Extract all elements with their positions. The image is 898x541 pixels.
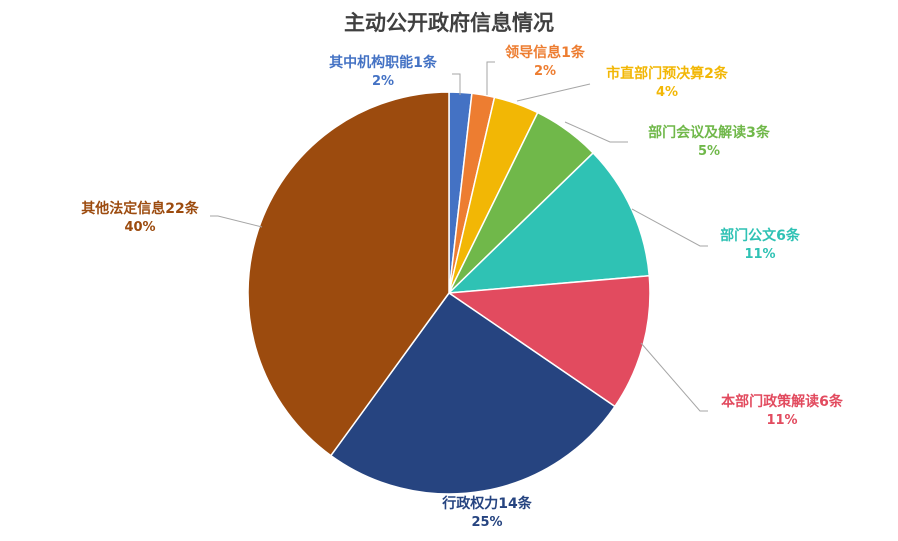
slice-label-percent: 2% (372, 74, 394, 89)
pie-slices (247, 91, 651, 495)
slice-label-percent: 25% (471, 515, 502, 530)
pie-slice (446, 151, 651, 294)
leader-line (210, 215, 263, 228)
leader-line (452, 73, 461, 95)
slice-label-percent: 11% (744, 247, 775, 262)
leader-line (516, 83, 591, 102)
leader-line (631, 208, 708, 247)
slice-label-name: 行政权力14条 (441, 495, 532, 512)
slice-label-name: 本部门政策解读6条 (721, 393, 844, 410)
slice-label-name: 其他法定信息22条 (81, 200, 199, 217)
slice-label-name: 领导信息1条 (505, 44, 586, 61)
slice-label-percent: 5% (698, 144, 720, 159)
slice-label-name: 市直部门预决算2条 (606, 65, 729, 82)
leader-lines (210, 61, 708, 412)
pie-slice (329, 291, 616, 495)
slice-label-percent: 2% (534, 64, 556, 79)
slice-label-percent: 40% (124, 220, 155, 235)
slice-label-name: 其中机构职能1条 (329, 54, 438, 71)
slice-label-percent: 4% (656, 85, 678, 100)
slice-label-name: 部门会议及解读3条 (648, 124, 771, 141)
slice-label-percent: 11% (766, 413, 797, 428)
chart-title: 主动公开政府信息情况 (344, 11, 554, 35)
leader-line (486, 61, 495, 95)
slice-label-name: 部门公文6条 (720, 227, 801, 244)
leader-line (640, 342, 708, 412)
leader-line (564, 121, 628, 143)
slice-labels: 其中机构职能1条 2% 领导信息1条 2% 市直部门预决算2条 4% 部门会议及解读3条 5%… (81, 44, 844, 530)
pie-slice (247, 91, 450, 457)
pie-slice (446, 274, 651, 408)
